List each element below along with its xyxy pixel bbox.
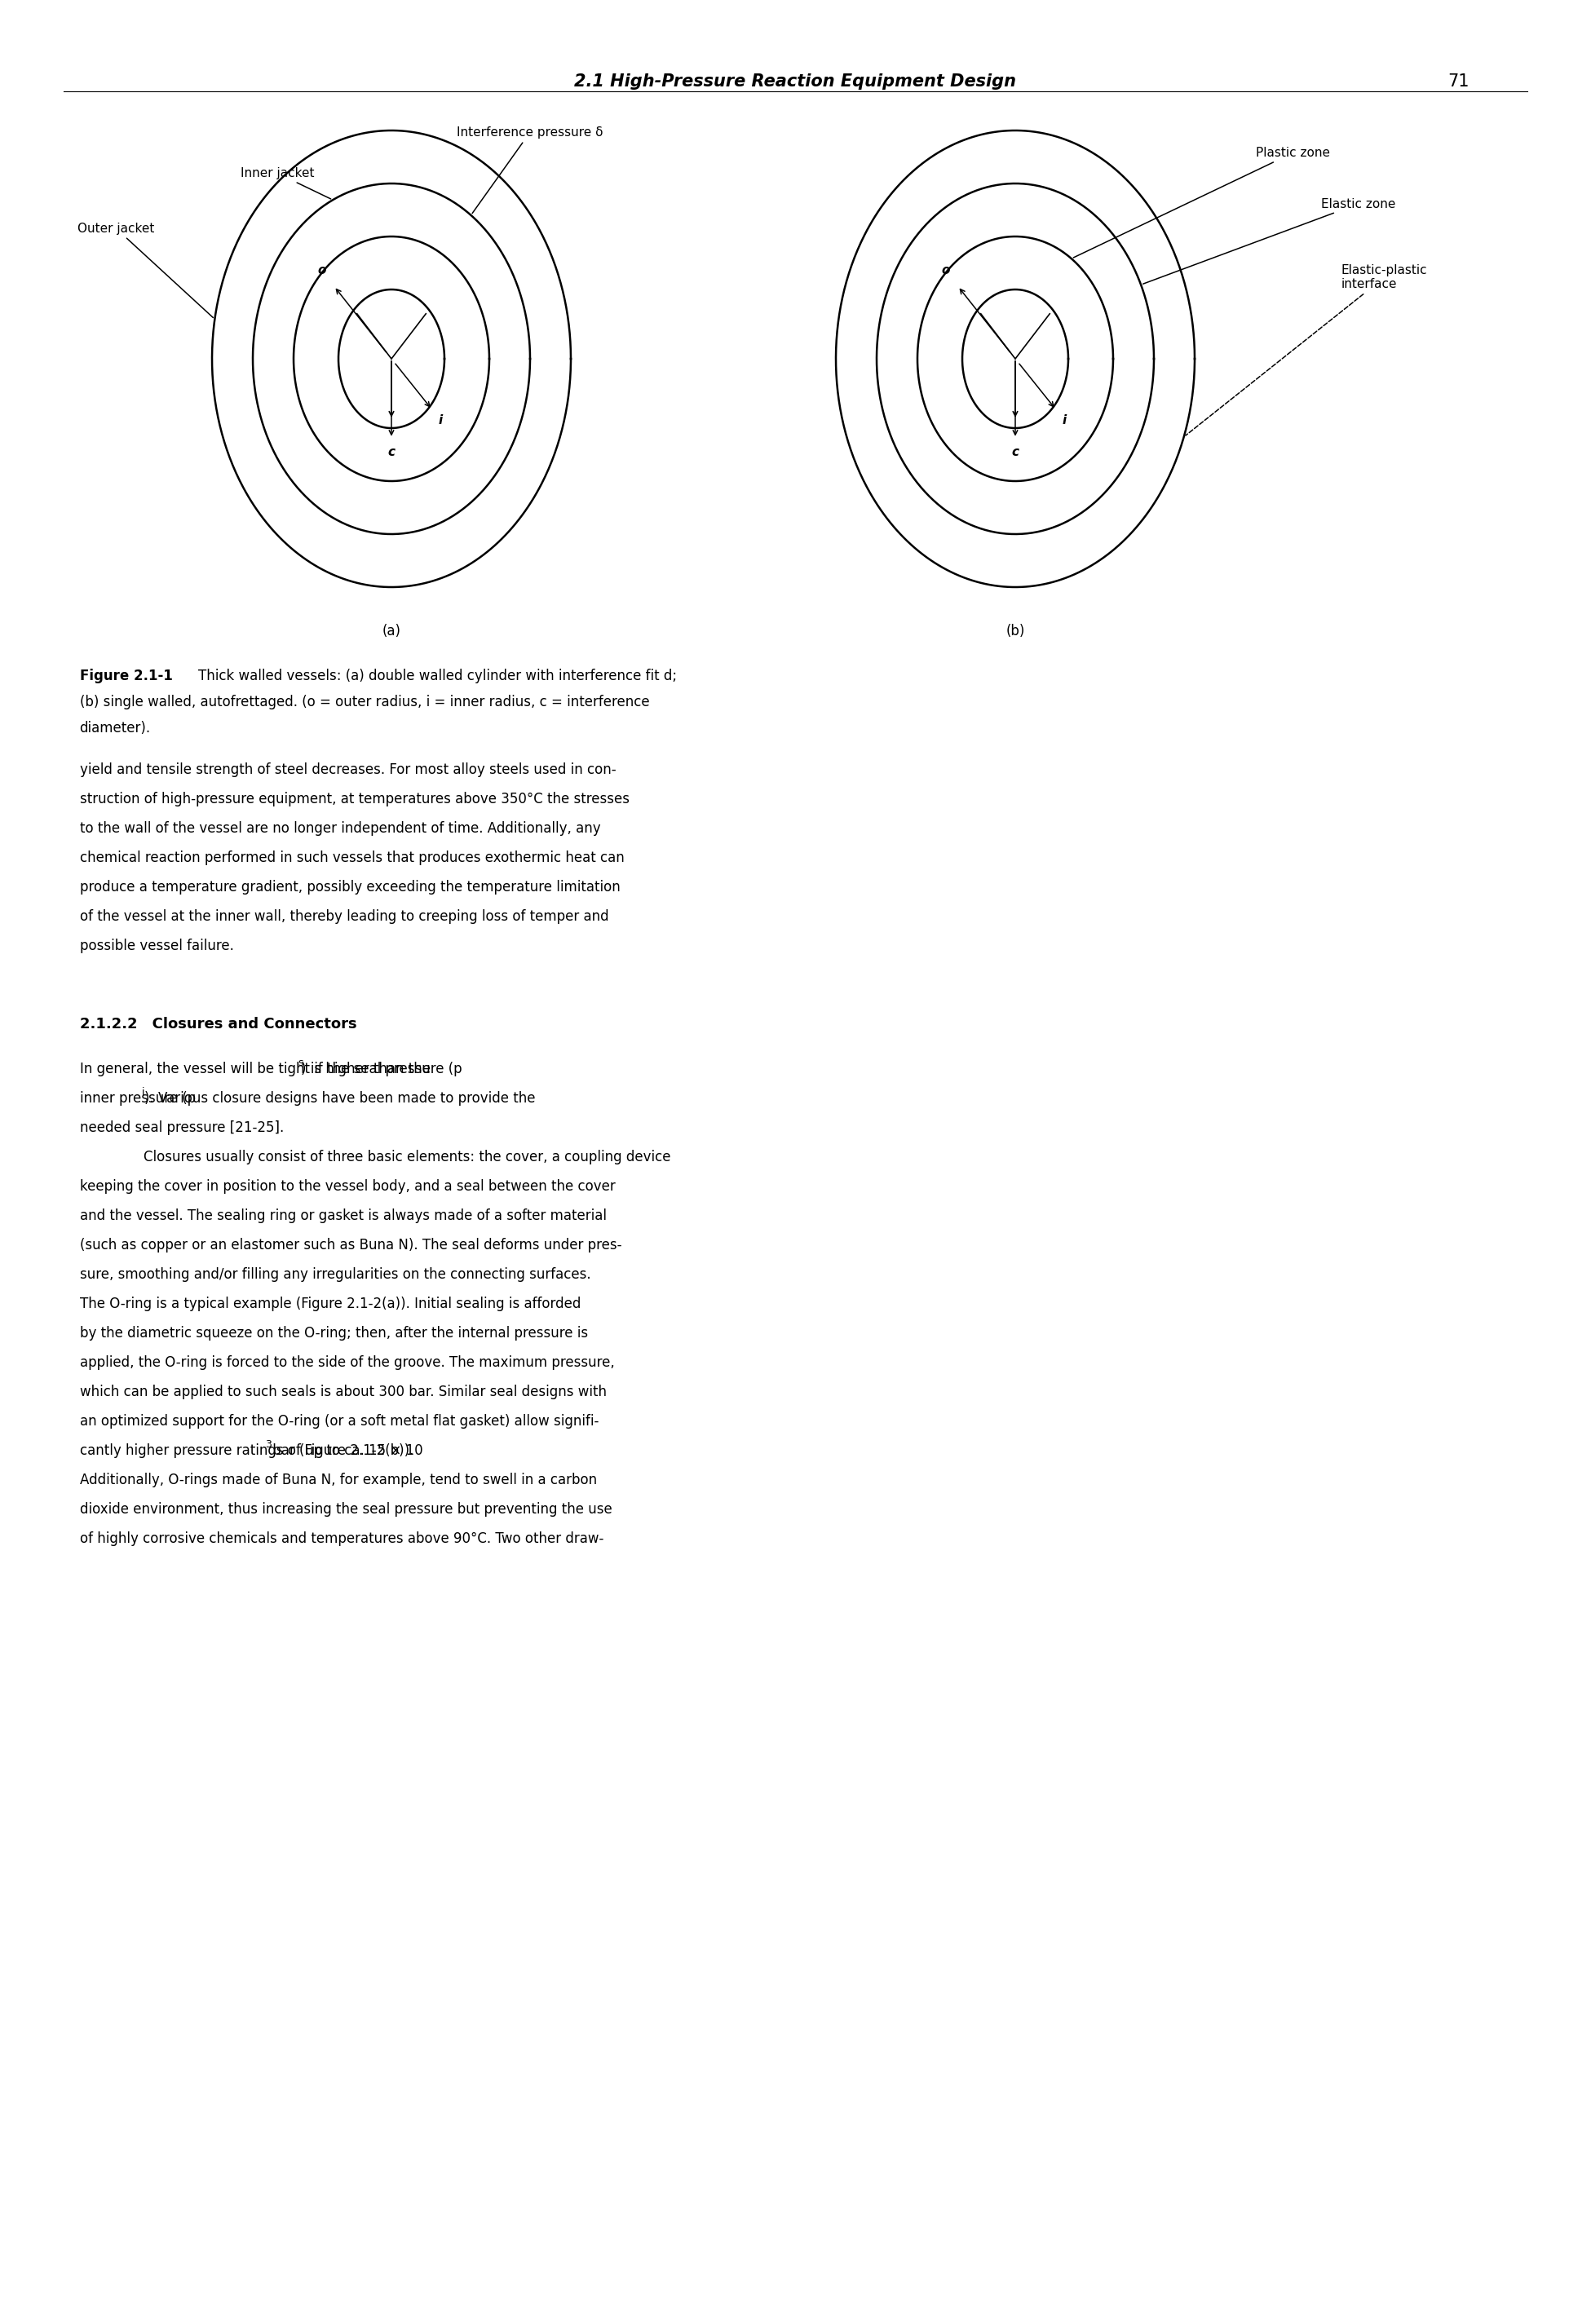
Text: Interference pressure δ: Interference pressure δ [457, 125, 603, 214]
Text: (b): (b) [1006, 623, 1025, 639]
Text: which can be applied to such seals is about 300 bar. Similar seal designs with: which can be applied to such seals is ab… [80, 1385, 606, 1399]
Text: Elastic-plastic
interface: Elastic-plastic interface [1185, 265, 1427, 435]
Text: s: s [298, 1057, 304, 1069]
Text: Plastic zone: Plastic zone [1074, 146, 1330, 258]
Text: Thick walled vessels: (a) double walled cylinder with interference fit d;: Thick walled vessels: (a) double walled … [197, 669, 676, 683]
Text: inner pressure (p: inner pressure (p [80, 1090, 196, 1106]
Text: (b) single walled, autofrettaged. (o = outer radius, i = inner radius, c = inter: (b) single walled, autofrettaged. (o = o… [80, 695, 649, 709]
Text: of highly corrosive chemicals and temperatures above 90°C. Two other draw-: of highly corrosive chemicals and temper… [80, 1532, 603, 1545]
Text: keeping the cover in position to the vessel body, and a seal between the cover: keeping the cover in position to the ves… [80, 1178, 616, 1195]
Text: (a): (a) [382, 623, 401, 639]
Text: The O-ring is a typical example (Figure 2.1-2(a)). Initial sealing is afforded: The O-ring is a typical example (Figure … [80, 1297, 581, 1311]
Text: i: i [142, 1088, 145, 1097]
Text: yield and tensile strength of steel decreases. For most alloy steels used in con: yield and tensile strength of steel decr… [80, 762, 616, 776]
Text: possible vessel failure.: possible vessel failure. [80, 939, 234, 953]
Text: chemical reaction performed in such vessels that produces exothermic heat can: chemical reaction performed in such vess… [80, 851, 624, 865]
Text: Outer jacket: Outer jacket [78, 223, 213, 318]
Text: cantly higher pressure ratings of up to ca. 15 × 10: cantly higher pressure ratings of up to … [80, 1443, 423, 1457]
Text: Figure 2.1-1: Figure 2.1-1 [80, 669, 172, 683]
Text: c: c [388, 446, 395, 458]
Text: Inner jacket: Inner jacket [240, 167, 331, 200]
Text: bar (Figure 2.1-2(b)).: bar (Figure 2.1-2(b)). [269, 1443, 414, 1457]
Text: 71: 71 [1448, 74, 1470, 91]
Text: needed seal pressure [21-25].: needed seal pressure [21-25]. [80, 1120, 283, 1134]
Text: produce a temperature gradient, possibly exceeding the temperature limitation: produce a temperature gradient, possibly… [80, 881, 620, 895]
Text: applied, the O-ring is forced to the side of the groove. The maximum pressure,: applied, the O-ring is forced to the sid… [80, 1355, 614, 1369]
Text: Additionally, O-rings made of Buna N, for example, tend to swell in a carbon: Additionally, O-rings made of Buna N, fo… [80, 1473, 597, 1487]
Text: Elastic zone: Elastic zone [1142, 198, 1395, 284]
Text: diameter).: diameter). [80, 720, 151, 734]
Text: dioxide environment, thus increasing the seal pressure but preventing the use: dioxide environment, thus increasing the… [80, 1501, 613, 1518]
Text: o: o [317, 265, 326, 277]
Text: o: o [942, 265, 950, 277]
Text: ). Various closure designs have been made to provide the: ). Various closure designs have been mad… [145, 1090, 536, 1106]
Text: of the vessel at the inner wall, thereby leading to creeping loss of temper and: of the vessel at the inner wall, thereby… [80, 909, 608, 925]
Text: sure, smoothing and/or filling any irregularities on the connecting surfaces.: sure, smoothing and/or filling any irreg… [80, 1267, 590, 1283]
Text: to the wall of the vessel are no longer independent of time. Additionally, any: to the wall of the vessel are no longer … [80, 820, 600, 837]
Text: i: i [1063, 414, 1066, 428]
Text: struction of high-pressure equipment, at temperatures above 350°C the stresses: struction of high-pressure equipment, at… [80, 792, 628, 806]
Text: i: i [439, 414, 442, 428]
Text: ) is higher than the: ) is higher than the [301, 1062, 431, 1076]
Text: by the diametric squeeze on the O-ring; then, after the internal pressure is: by the diametric squeeze on the O-ring; … [80, 1327, 587, 1341]
Text: an optimized support for the O-ring (or a soft metal flat gasket) allow signifi-: an optimized support for the O-ring (or … [80, 1413, 598, 1429]
Text: and the vessel. The sealing ring or gasket is always made of a softer material: and the vessel. The sealing ring or gask… [80, 1208, 606, 1222]
Text: 2.1.2.2  Closures and Connectors: 2.1.2.2 Closures and Connectors [80, 1018, 356, 1032]
Text: 3: 3 [266, 1439, 272, 1450]
Text: Closures usually consist of three basic elements: the cover, a coupling device: Closures usually consist of three basic … [143, 1150, 670, 1164]
Text: In general, the vessel will be tight if the seal pressure (p: In general, the vessel will be tight if … [80, 1062, 461, 1076]
Text: 2.1 High-Pressure Reaction Equipment Design: 2.1 High-Pressure Reaction Equipment Des… [574, 74, 1017, 91]
Text: (such as copper or an elastomer such as Buna N). The seal deforms under pres-: (such as copper or an elastomer such as … [80, 1239, 622, 1253]
Text: c: c [1012, 446, 1018, 458]
